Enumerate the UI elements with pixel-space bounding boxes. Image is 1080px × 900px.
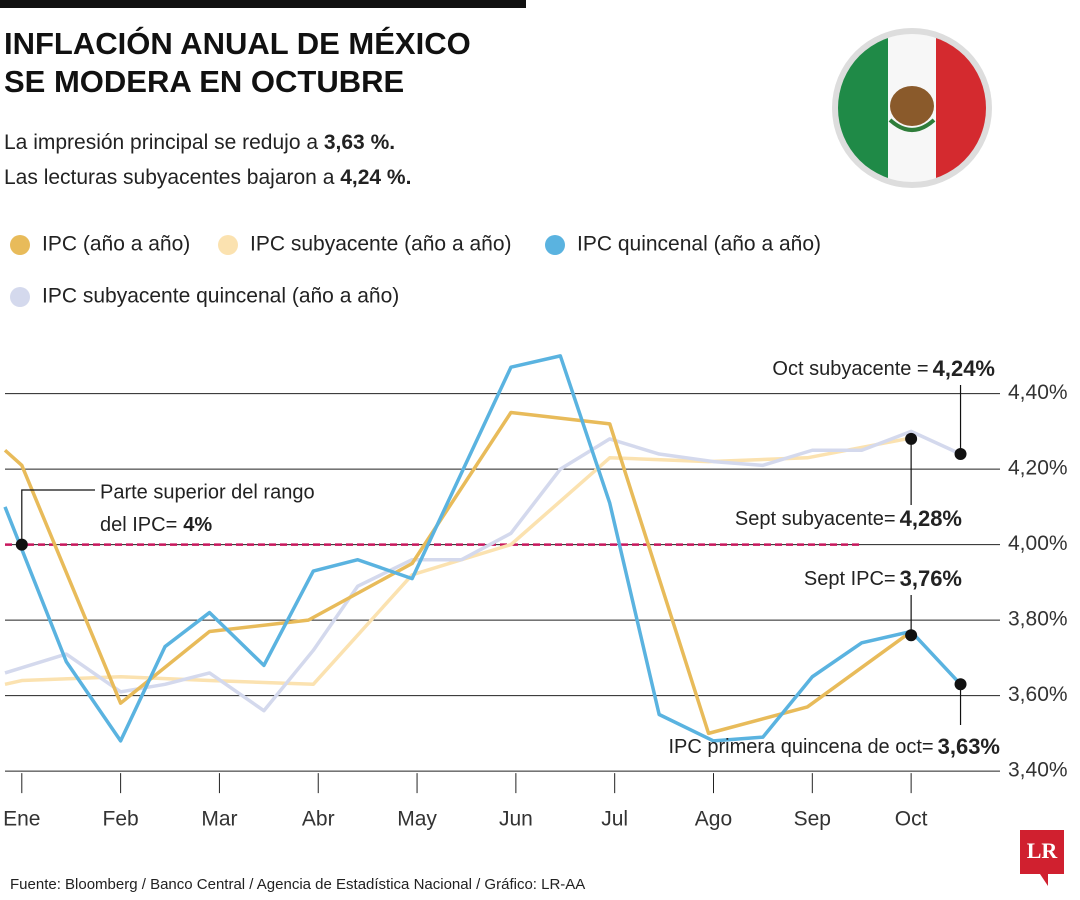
x-tick-label: Jul xyxy=(601,808,628,831)
y-tick-label: 4,00% xyxy=(1008,532,1068,555)
x-tick-label: Feb xyxy=(103,808,139,831)
x-tick-label: Abr xyxy=(302,808,335,831)
reference-value: 4% xyxy=(183,514,212,536)
x-tick-label: Sep xyxy=(794,808,831,831)
annotation-label: IPC primera quincena de oct= xyxy=(668,736,933,758)
x-tick-label: Ago xyxy=(695,808,732,831)
legend-swatch xyxy=(218,235,238,255)
leader-line xyxy=(21,489,95,545)
annotation-dot xyxy=(954,448,967,461)
subtitle-text: La impresión principal se redujo a xyxy=(4,131,318,154)
flag xyxy=(832,28,992,188)
legend-label: IPC subyacente (año a año) xyxy=(250,233,512,256)
x-tick-label: May xyxy=(397,808,437,831)
y-tick-label: 3,40% xyxy=(1008,759,1068,782)
legend-label: IPC subyacente quincenal (año a año) xyxy=(42,285,399,308)
x-tick-label: Jun xyxy=(499,808,533,831)
annotation: Sept IPC= 3,76% xyxy=(804,566,962,591)
x-tick-label: Ene xyxy=(3,808,40,831)
logo-box xyxy=(1020,830,1064,874)
top-bar xyxy=(0,0,526,8)
plot: 3,40% 3,60% 3,80% 4,00% 4,20% 4,40% Ene Feb Mar A… xyxy=(3,354,1068,831)
annotation: Sept subyacente= 4,28% xyxy=(735,506,962,531)
legend-label: IPC quincenal (año a año) xyxy=(577,233,821,256)
subtitle-bold: 3,63 %. xyxy=(324,131,395,154)
y-tick-label: 4,20% xyxy=(1008,457,1068,480)
logo-tail xyxy=(1040,874,1048,886)
annotation-dot xyxy=(954,678,967,691)
annotation-value: 4,24% xyxy=(933,356,995,381)
annotation-value: 3,63% xyxy=(938,734,1000,759)
y-tick-label: 3,60% xyxy=(1008,683,1068,706)
reference-text: del IPC= xyxy=(100,514,177,536)
subtitle: Las lecturas subyacentes bajaron a 4,24 … xyxy=(4,166,411,189)
series-line xyxy=(3,354,962,743)
y-tick-label: 3,80% xyxy=(1008,608,1068,631)
title-line: INFLACIÓN ANUAL DE MÉXICO xyxy=(4,25,471,61)
series-line xyxy=(4,437,907,687)
annotation: Oct subyacente = 4,24% xyxy=(772,356,995,381)
reference-label: del IPC= 4% xyxy=(100,514,212,536)
annotation-label: Sept subyacente= xyxy=(735,508,896,530)
annotation-value: 3,76% xyxy=(900,566,962,591)
series-line xyxy=(3,410,908,736)
logo: LR xyxy=(1027,838,1059,863)
title-line: SE MODERA EN OCTUBRE xyxy=(4,64,404,99)
y-tick-label: 4,40% xyxy=(1008,381,1068,404)
annotation-label: Sept IPC= xyxy=(804,568,896,590)
legend-swatch xyxy=(10,235,30,255)
subtitle-bold: 4,24 %. xyxy=(340,166,411,189)
x-tick-label: Oct xyxy=(895,808,928,831)
x-tick-label: Mar xyxy=(201,808,237,831)
legend-label: IPC (año a año) xyxy=(42,233,190,256)
annotation-value: 4,28% xyxy=(900,506,962,531)
reference-label: Parte superior del rango xyxy=(100,481,315,503)
source: Fuente: Bloomberg / Banco Central / Agen… xyxy=(10,876,585,893)
annotation: IPC primera quincena de oct= 3,63% xyxy=(668,734,1000,759)
subtitle-text: Las lecturas subyacentes bajaron a xyxy=(4,166,335,189)
legend-swatch xyxy=(545,235,565,255)
annotation-label: Oct subyacente = xyxy=(772,358,928,380)
legend-swatch xyxy=(10,287,30,307)
reference-dot xyxy=(15,538,28,551)
annotation-dot xyxy=(905,432,918,445)
annotation-dot xyxy=(905,629,918,642)
subtitle: La impresión principal se redujo a 3,63 … xyxy=(4,131,395,154)
